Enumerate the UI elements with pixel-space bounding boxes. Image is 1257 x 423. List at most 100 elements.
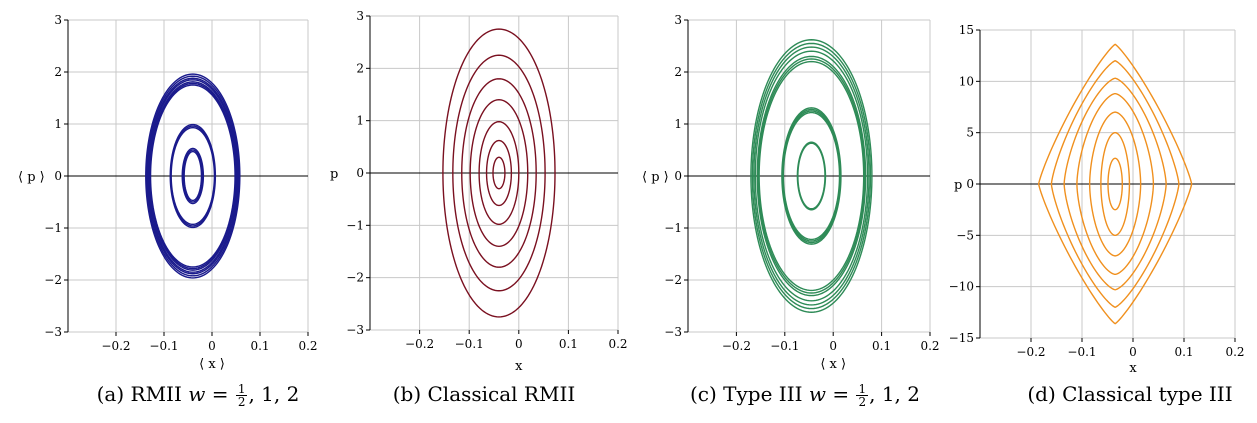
b-x-tick-label: −0.1 [455,337,484,351]
caption-a-prefix: (a) RMII [96,382,189,406]
a-x-tick-label: 0.2 [298,339,317,353]
a-orbit-curve [148,81,237,271]
c-x-tick-label: 0.2 [920,339,939,353]
d-y-tick-label: −15 [949,331,974,345]
chart-a: −0.2 −0.1 0 0.1 0.2 −3 −2 −1 0 1 2 3 ⟨ x ⟩ ⟨ p ⟩ [18,13,318,372]
b-x-tick-label: 0.1 [559,337,578,351]
caption-c-var: w [808,382,826,406]
a-y-tick-label: 3 [54,13,62,27]
caption-a-rest: , 1, 2 [248,382,300,406]
a-orbit-curve [146,75,240,277]
b-y-tick-label: −3 [346,323,364,337]
b-y-tick-label: 3 [356,9,364,23]
d-y-axis-label: p [954,178,962,193]
c-orbit-curve [750,39,873,313]
d-orbit-curve [1100,131,1131,237]
a-orbit-curve [146,77,239,275]
c-y-tick-label: 0 [674,169,682,183]
a-orbit-curve [182,149,204,203]
d-orbit-curve [1107,157,1123,211]
d-orbit-curve [1076,92,1155,276]
d-x-tick-label: 0.2 [1225,345,1244,359]
a-x-tick-label: −0.2 [101,339,130,353]
c-x-tick-label: 0 [829,339,837,353]
a-y-axis-label: ⟨ p ⟩ [18,170,45,185]
caption-d: (d) Classical type III [1010,382,1250,406]
b-orbit-curve [478,121,520,225]
d-orbit-curve [1088,111,1142,257]
a-x-tick-label: 0.1 [250,339,269,353]
d-x-axis-label: x [1129,361,1137,376]
b-x-tick-label: 0.2 [608,337,627,351]
c-y-tick-label: −1 [664,221,682,235]
b-y-tick-label: −2 [346,271,364,285]
d-y-tick-label: −5 [956,228,974,242]
a-orbit-curve [145,73,241,279]
a-y-tick-label: −1 [44,221,62,235]
b-orbit-curve [485,139,513,207]
d-orbit-curve [1037,43,1193,325]
subplot-a: −0.2 −0.1 0 0.1 0.2 −3 −2 −1 0 1 2 3 ⟨ x ⟩ ⟨ p ⟩ [0,0,320,380]
a-orbit-curve [147,79,238,273]
c-orbit-curve [781,107,842,245]
b-x-tick-label: 0 [515,337,523,351]
b-y-tick-label: 2 [356,61,364,75]
subplot-d: −0.2 −0.1 0 0.1 0.2 −15 −10 −5 0 5 10 15 x p [940,0,1257,380]
b-y-tick-label: −1 [346,218,364,232]
b-orbit-curve [442,28,556,318]
d-y-tick-label: 5 [966,126,974,140]
d-y-tick-label: 10 [959,74,974,88]
d-x-tick-label: 0 [1129,345,1137,359]
c-orbit-curve [757,58,866,294]
b-orbit-curve [492,156,506,190]
c-orbit-curve [751,42,872,310]
a-y-tick-label: 1 [54,117,62,131]
caption-c-frac-num: 1 [856,382,869,396]
d-y-tick-label: 15 [959,23,974,37]
c-x-tick-label: −0.2 [722,339,751,353]
caption-c-eq: = [825,382,856,406]
b-orbit-curve [469,99,529,247]
b-y-tick-label: 1 [356,114,364,128]
caption-b: (b) Classical RMII [374,382,594,406]
c-x-tick-label: 0.1 [872,339,891,353]
b-y-tick-label: 0 [356,166,364,180]
caption-a-frac-den: 2 [237,395,246,409]
b-y-axis-label: p [330,167,338,182]
chart-b: −0.2 −0.1 0 0.1 0.2 −3 −2 −1 0 1 2 3 x p [330,9,628,374]
caption-c-frac-den: 2 [858,395,867,409]
d-x-tick-label: −0.2 [1016,345,1045,359]
a-orbit-curve [169,123,217,229]
c-orbit-curve [758,60,865,292]
c-orbit-curve [756,55,867,297]
c-x-axis-label: ⟨ x ⟩ [820,357,846,372]
a-y-tick-label: 2 [54,65,62,79]
chart-d: −0.2 −0.1 0 0.1 0.2 −15 −10 −5 0 5 10 15 x p [949,23,1245,376]
caption-a-frac-num: 1 [235,382,248,396]
a-y-tick-label: −2 [44,273,62,287]
d-orbit-curve [1063,77,1167,291]
a-y-tick-label: −3 [44,325,62,339]
c-y-tick-label: −2 [664,273,682,287]
d-x-tick-label: −0.1 [1067,345,1096,359]
caption-c-rest: , 1, 2 [869,382,920,406]
c-y-tick-label: 3 [674,13,682,27]
a-x-tick-label: −0.1 [149,339,178,353]
caption-a-var: w [188,382,206,406]
a-y-tick-label: 0 [54,169,62,183]
b-orbit-curve [452,54,546,292]
b-x-tick-label: −0.2 [405,337,434,351]
c-y-tick-label: −3 [664,325,682,339]
caption-c-prefix: (c) Type III [690,382,809,406]
caption-a-eq: = [205,382,235,406]
d-x-tick-label: 0.1 [1174,345,1193,359]
chart-c: −0.2 −0.1 0 0.1 0.2 −3 −2 −1 0 1 2 3 ⟨ x ⟩ ⟨ p ⟩ [642,13,940,372]
subplot-b: −0.2 −0.1 0 0.1 0.2 −3 −2 −1 0 1 2 3 x p [320,0,640,380]
a-x-axis-label: ⟨ x ⟩ [199,357,225,372]
c-x-tick-label: −0.1 [770,339,799,353]
c-y-axis-label: ⟨ p ⟩ [642,170,669,185]
